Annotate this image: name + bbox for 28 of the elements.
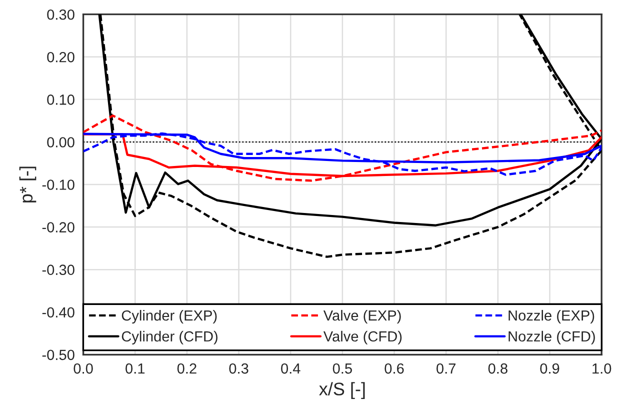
x-tick-label: 1.0 [592, 363, 612, 374]
y-tick-label: 0.20 [47, 52, 74, 62]
x-axis-title: x/S [-] [319, 382, 365, 399]
x-tick-label: 0.4 [281, 363, 300, 374]
x-tick-label: 0.1 [126, 363, 145, 374]
y-axis-title: p* [-] [19, 166, 36, 202]
x-tick-label: 0.7 [436, 363, 456, 374]
legend-label: Valve (CFD) [323, 330, 402, 344]
y-tick-label: 0.30 [47, 9, 74, 20]
x-tick-label: 0.6 [384, 363, 404, 374]
x-tick-label: 0.8 [488, 363, 508, 374]
x-tick-label: 0.0 [74, 363, 93, 374]
x-tick-label: 0.3 [229, 363, 248, 374]
x-tick-label: 0.5 [332, 363, 352, 374]
legend-label: Valve (EXP) [323, 310, 401, 324]
y-tick-label: -0.20 [42, 222, 74, 232]
legend-label: Nozzle (EXP) [508, 310, 594, 324]
legend-label: Cylinder (EXP) [122, 310, 217, 324]
y-tick-label: 0.00 [47, 137, 74, 148]
legend-label: Cylinder (CFD) [122, 330, 218, 344]
y-tick-label: -0.10 [42, 180, 74, 190]
y-tick-label: -0.50 [42, 350, 74, 360]
legend-label: Nozzle (CFD) [508, 330, 595, 344]
y-tick-label: 0.10 [47, 94, 74, 105]
y-tick-label: -0.30 [42, 264, 74, 276]
y-tick-label: -0.40 [42, 307, 74, 318]
x-tick-label: 0.9 [540, 363, 560, 374]
x-tick-label: 0.2 [177, 363, 196, 374]
